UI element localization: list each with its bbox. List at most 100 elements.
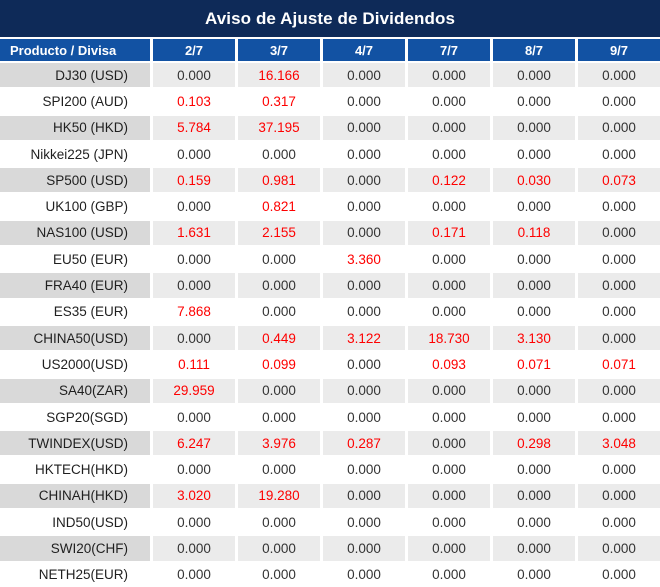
value-cell: 0.159 [153, 168, 235, 193]
value-cell: 0.000 [238, 247, 320, 272]
value-cell: 3.020 [153, 483, 235, 509]
value-cell: 0.171 [408, 220, 490, 246]
product-cell: ES35 (EUR) [0, 299, 150, 324]
value-cell: 0.122 [408, 168, 490, 193]
value-cell: 0.071 [578, 352, 660, 377]
value-cell: 0.000 [493, 247, 575, 272]
value-cell: 0.000 [153, 63, 235, 88]
value-cell: 0.000 [323, 89, 405, 114]
value-cell: 0.000 [408, 510, 490, 535]
value-cell: 0.000 [493, 562, 575, 587]
value-cell: 6.247 [153, 431, 235, 456]
value-cell: 0.000 [493, 483, 575, 509]
value-cell: 0.317 [238, 89, 320, 114]
product-cell: HKTECH(HKD) [0, 457, 150, 482]
value-cell: 0.000 [408, 141, 490, 167]
value-cell: 0.103 [153, 89, 235, 114]
product-cell: US2000(USD) [0, 352, 150, 377]
value-cell: 0.071 [493, 352, 575, 377]
value-cell: 0.000 [578, 562, 660, 587]
value-cell: 0.000 [493, 63, 575, 88]
value-cell: 0.000 [578, 378, 660, 403]
value-cell: 0.000 [323, 510, 405, 535]
value-cell: 0.000 [238, 457, 320, 482]
value-cell: 0.000 [578, 63, 660, 88]
value-cell: 0.000 [578, 404, 660, 430]
value-cell: 0.000 [493, 194, 575, 219]
product-cell: CHINAH(HKD) [0, 483, 150, 509]
value-cell: 0.000 [408, 194, 490, 219]
product-cell: EU50 (EUR) [0, 247, 150, 272]
value-cell: 0.000 [153, 536, 235, 561]
value-cell: 0.000 [153, 273, 235, 298]
value-cell: 0.000 [153, 510, 235, 535]
product-cell: HK50 (HKD) [0, 115, 150, 140]
value-cell: 0.000 [323, 483, 405, 509]
value-cell: 0.000 [493, 273, 575, 298]
product-cell: CHINA50(USD) [0, 325, 150, 351]
product-cell: SPI200 (AUD) [0, 89, 150, 114]
value-cell: 0.000 [493, 536, 575, 561]
value-cell: 0.449 [238, 325, 320, 351]
value-cell: 0.000 [493, 115, 575, 140]
value-cell: 0.000 [323, 457, 405, 482]
value-cell: 16.166 [238, 63, 320, 88]
value-cell: 0.000 [493, 457, 575, 482]
value-cell: 0.000 [238, 141, 320, 167]
column-header-product: Producto / Divisa [0, 39, 150, 61]
value-cell: 0.298 [493, 431, 575, 456]
product-cell: NETH25(EUR) [0, 562, 150, 587]
value-cell: 0.000 [323, 562, 405, 587]
value-cell: 0.000 [408, 299, 490, 324]
value-cell: 0.000 [238, 562, 320, 587]
value-cell: 0.000 [493, 141, 575, 167]
value-cell: 5.784 [153, 115, 235, 140]
value-cell: 0.000 [323, 141, 405, 167]
value-cell: 0.000 [578, 536, 660, 561]
value-cell: 0.000 [408, 273, 490, 298]
value-cell: 0.000 [578, 510, 660, 535]
value-cell: 0.000 [493, 404, 575, 430]
product-cell: SA40(ZAR) [0, 378, 150, 403]
value-cell: 0.000 [408, 115, 490, 140]
value-cell: 0.981 [238, 168, 320, 193]
column-header-date: 3/7 [238, 39, 320, 61]
value-cell: 0.000 [578, 299, 660, 324]
product-cell: SP500 (USD) [0, 168, 150, 193]
column-header-date: 8/7 [493, 39, 575, 61]
value-cell: 0.000 [408, 562, 490, 587]
column-header-date: 2/7 [153, 39, 235, 61]
product-cell: UK100 (GBP) [0, 194, 150, 219]
value-cell: 0.000 [578, 194, 660, 219]
value-cell: 0.000 [408, 431, 490, 456]
value-cell: 19.280 [238, 483, 320, 509]
value-cell: 0.000 [323, 536, 405, 561]
value-cell: 0.000 [323, 273, 405, 298]
product-cell: Nikkei225 (JPN) [0, 141, 150, 167]
value-cell: 0.000 [408, 536, 490, 561]
value-cell: 0.000 [153, 325, 235, 351]
value-cell: 3.976 [238, 431, 320, 456]
value-cell: 0.000 [238, 510, 320, 535]
value-cell: 0.000 [578, 89, 660, 114]
value-cell: 0.000 [153, 404, 235, 430]
value-cell: 0.000 [493, 510, 575, 535]
column-header-date: 4/7 [323, 39, 405, 61]
value-cell: 0.000 [493, 378, 575, 403]
product-cell: SWI20(CHF) [0, 536, 150, 561]
value-cell: 0.000 [238, 378, 320, 403]
value-cell: 0.000 [408, 63, 490, 88]
product-cell: FRA40 (EUR) [0, 273, 150, 298]
value-cell: 0.000 [408, 483, 490, 509]
table-header-row: Producto / Divisa 2/7 3/7 4/7 7/7 8/7 9/… [0, 39, 660, 63]
value-cell: 7.868 [153, 299, 235, 324]
value-cell: 0.000 [323, 115, 405, 140]
value-cell: 0.111 [153, 352, 235, 377]
product-cell: DJ30 (USD) [0, 63, 150, 88]
value-cell: 0.000 [323, 352, 405, 377]
value-cell: 0.000 [153, 247, 235, 272]
value-cell: 0.000 [408, 378, 490, 403]
product-cell: NAS100 (USD) [0, 220, 150, 246]
value-cell: 0.000 [238, 536, 320, 561]
